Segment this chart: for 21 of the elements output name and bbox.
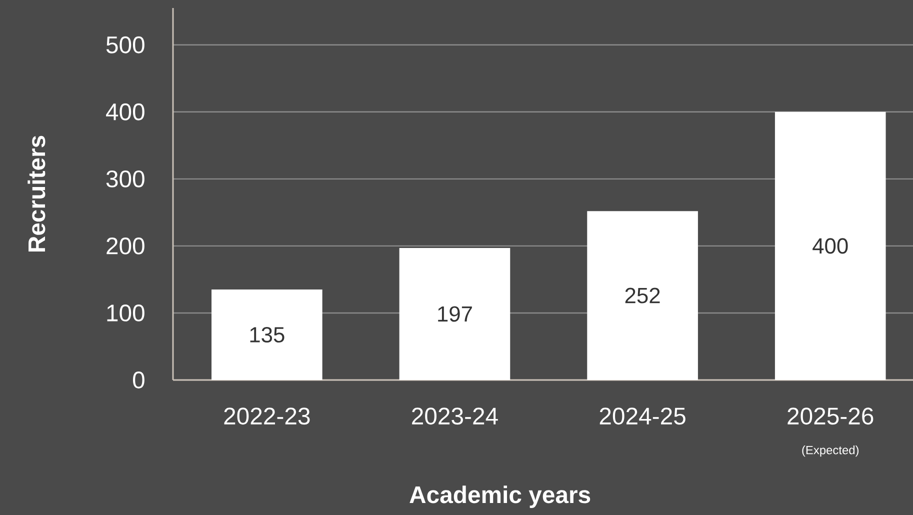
data-label: 252: [625, 288, 660, 304]
data-label: 135: [250, 326, 284, 343]
bar: [399, 248, 510, 380]
bar: [212, 290, 322, 380]
bar: [587, 211, 698, 380]
x-tick-label: 2023-24: [412, 408, 498, 425]
y-tick-label: 100: [107, 304, 144, 322]
x-axis-title: Academic years: [410, 486, 590, 508]
y-tick-label: 200: [106, 237, 144, 254]
bar: [774, 112, 886, 380]
y-axis-title: Recruiters: [28, 136, 46, 252]
x-tick-label: 2025-26: [788, 408, 874, 425]
text: (Expected): [802, 446, 859, 457]
y-tick-label: 500: [106, 36, 144, 54]
data-label: 400: [812, 238, 848, 254]
x-tick-label: 2022-23: [224, 408, 310, 425]
y-tick-label: 400: [106, 103, 144, 120]
y-tick-label: 0: [132, 372, 144, 388]
y-tick-label: 300: [106, 170, 144, 188]
x-tick-label: 2024-25: [600, 408, 686, 425]
data-label: 197: [438, 306, 472, 322]
